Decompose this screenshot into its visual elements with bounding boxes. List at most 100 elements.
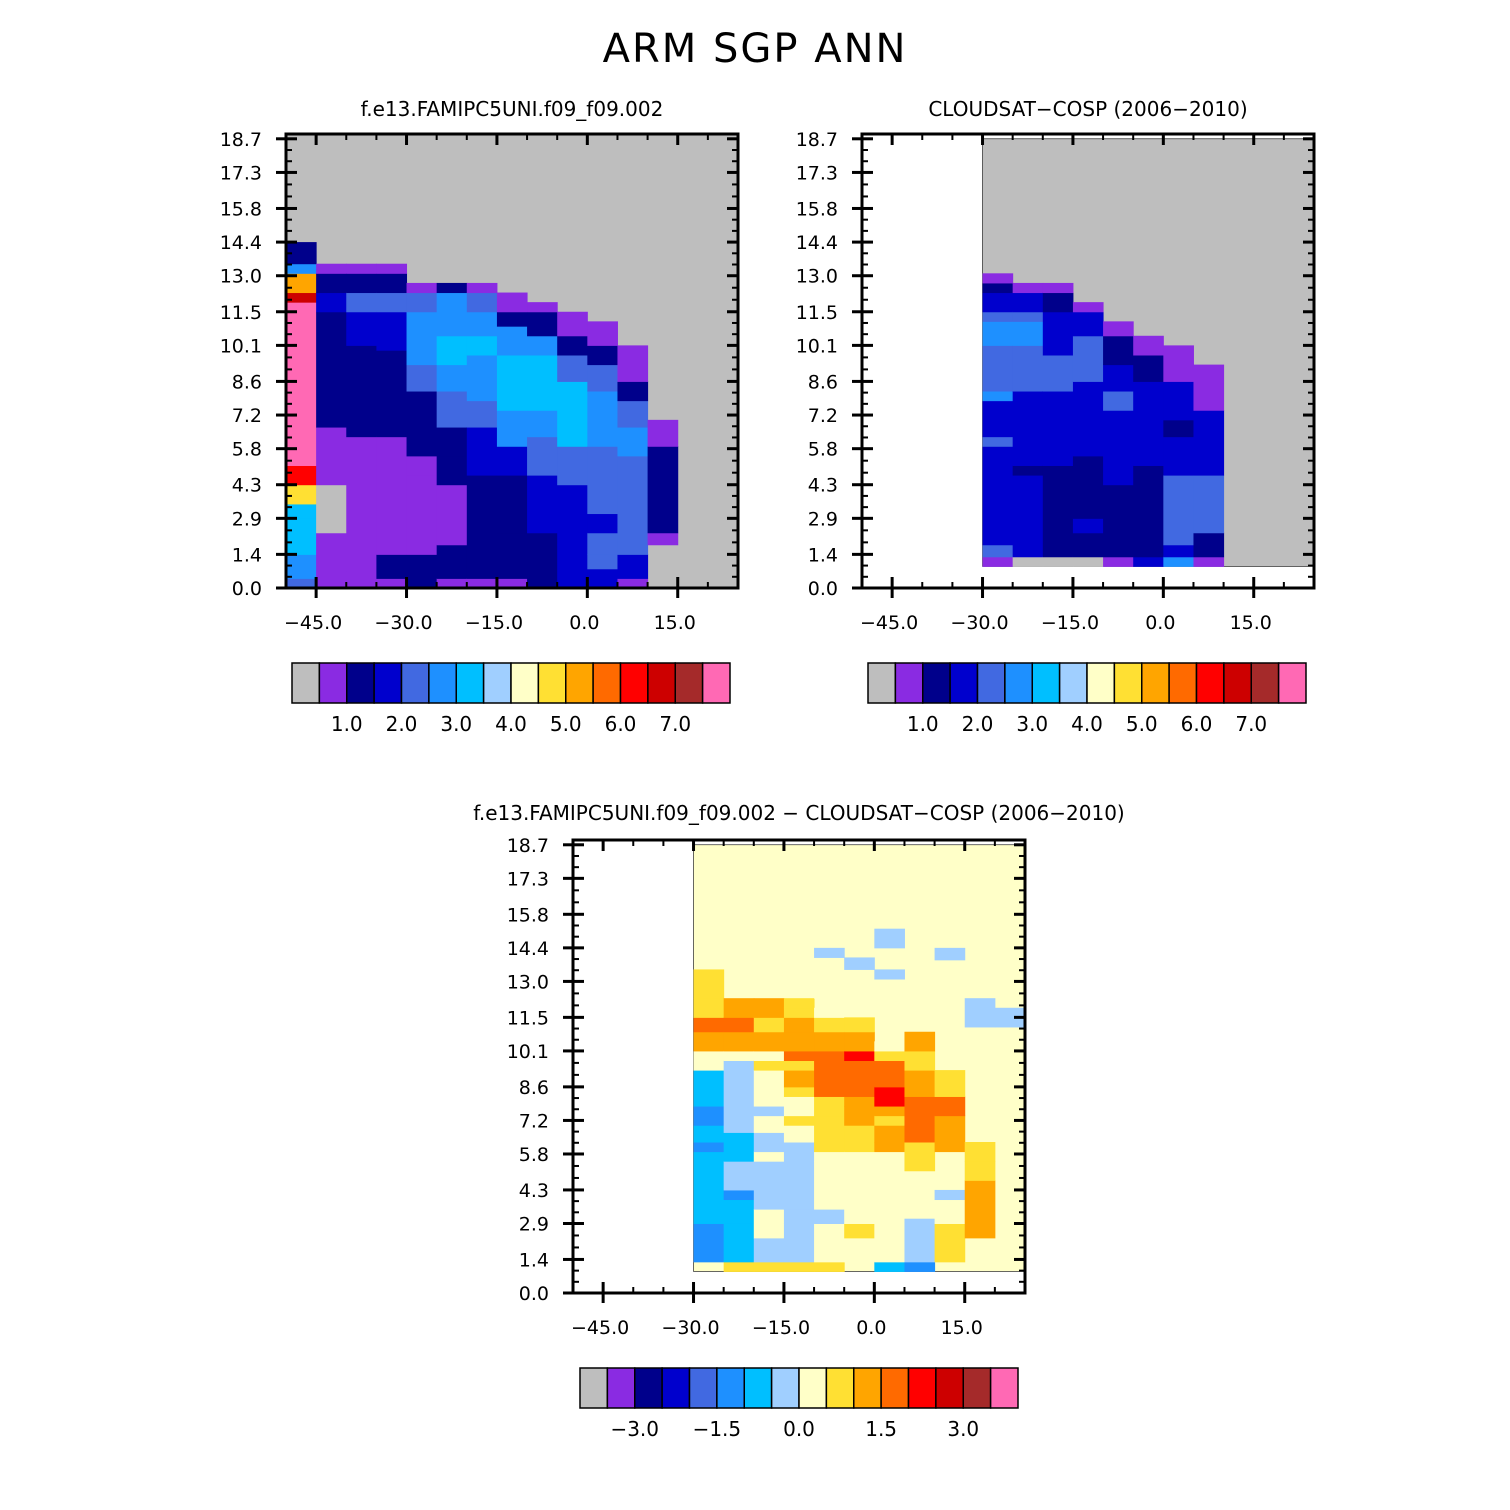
- heatmap-cell: [406, 455, 438, 476]
- heatmap-cell: [316, 484, 347, 534]
- heatmap-cell: [964, 998, 996, 1028]
- heatmap-cell: [557, 484, 588, 546]
- heatmap-cell: [844, 1237, 875, 1263]
- x-tick-label: −15.0: [1041, 612, 1099, 634]
- x-tick-label: 15.0: [941, 1317, 983, 1339]
- heatmap-cell: [376, 292, 408, 313]
- x-tick-label: −30.0: [950, 612, 1008, 634]
- heatmap-cell: [783, 1125, 815, 1143]
- y-tick-label: 18.7: [796, 129, 838, 151]
- y-tick-label: 13.0: [220, 266, 262, 288]
- heatmap-cell: [1193, 556, 1225, 567]
- y-tick-label: 1.4: [808, 544, 838, 566]
- heatmap-cell: [874, 1060, 905, 1088]
- heatmap-cell: [753, 1106, 785, 1117]
- heatmap-cell: [783, 1060, 815, 1071]
- heatmap-cell: [1012, 475, 1044, 558]
- heatmap-cell: [406, 475, 438, 555]
- heatmap-cell: [1042, 354, 1074, 392]
- heatmap-cell: [1042, 556, 1074, 567]
- colorbar-swatch: [619, 662, 649, 704]
- x-tick-label: 0.0: [569, 612, 599, 634]
- colorbar-label: 6.0: [1181, 712, 1213, 736]
- y-tick-label: 0.0: [808, 578, 838, 600]
- colorbar-swatch: [565, 662, 594, 704]
- heatmap-cell: [814, 1161, 845, 1210]
- heatmap-cell: [1163, 475, 1194, 546]
- colorbar-label: −1.5: [693, 1417, 742, 1441]
- heatmap-cell: [557, 354, 588, 382]
- heatmap-cell: [1163, 544, 1194, 558]
- heatmap-cell: [844, 1223, 875, 1239]
- y-tick-label: 14.4: [796, 232, 838, 254]
- x-tick-label: 0.0: [1145, 612, 1175, 634]
- y-tick-label: 7.2: [808, 405, 838, 427]
- heatmap-cell: [934, 1189, 966, 1201]
- y-tick-label: 11.5: [796, 302, 838, 324]
- panel-title: CLOUDSAT−COSP (2006−2010): [928, 97, 1247, 121]
- heatmap-cell: [527, 354, 558, 411]
- colorbar-label: 7.0: [659, 712, 691, 736]
- heatmap-cell: [436, 391, 468, 428]
- heatmap-cell: [904, 1031, 936, 1052]
- heatmap-cell: [436, 292, 468, 337]
- y-tick-label: 0.0: [519, 1283, 549, 1305]
- plot-frame: [571, 838, 1027, 1295]
- heatmap-cell: [316, 263, 347, 274]
- colorbar-swatch: [579, 1367, 609, 1409]
- heatmap-cell: [1133, 335, 1164, 356]
- heatmap-cell: [1072, 455, 1104, 519]
- y-tick-label: 15.8: [507, 904, 549, 926]
- colorbar-swatch: [688, 1367, 718, 1409]
- heatmap-cell: [874, 1261, 905, 1272]
- heatmap-cell: [982, 273, 1014, 284]
- colorbar-swatch: [346, 662, 375, 704]
- heatmap-cell: [814, 1223, 845, 1263]
- heatmap-cell: [376, 554, 408, 579]
- y-tick-label: 13.0: [796, 266, 838, 288]
- heatmap-cell: [1103, 364, 1134, 392]
- heatmap-cell: [753, 998, 785, 1018]
- colorbar-swatch: [907, 1367, 937, 1409]
- heatmap-cell: [844, 957, 875, 970]
- colorbar-swatch: [743, 1367, 773, 1409]
- x-tick-label: −15.0: [465, 612, 523, 634]
- heatmap-cell: [814, 988, 845, 999]
- heatmap-cell: [874, 928, 905, 949]
- heatmap-cell: [934, 1199, 966, 1210]
- heatmap-cell: [982, 400, 1014, 438]
- heatmap-cell: [844, 1106, 875, 1126]
- heatmap-cell: [982, 446, 1014, 546]
- colorbar-swatch: [1195, 662, 1225, 704]
- heatmap-cell: [316, 427, 347, 486]
- heatmap-cell: [1042, 391, 1074, 466]
- heatmap-cell: [753, 1050, 785, 1062]
- heatmap-cell: [647, 446, 679, 534]
- heatmap-cell: [783, 1050, 815, 1062]
- heatmap-cell: [1042, 292, 1074, 313]
- heatmap-cell: [527, 335, 558, 356]
- y-tick-label: 4.3: [232, 475, 262, 497]
- heatmap-cell: [496, 292, 528, 313]
- heatmap-cell: [874, 1125, 905, 1143]
- heatmap-cell: [1193, 364, 1225, 411]
- colorbar-swatch: [1031, 662, 1061, 704]
- heatmap-cell: [1163, 556, 1194, 567]
- heatmap-cell: [753, 1209, 785, 1239]
- heatmap-cell: [964, 1180, 996, 1239]
- heatmap-cell: [982, 556, 1014, 567]
- chart-panel-3: 0.0 1.4 2.9 4.3 5.8 7.2 8.6 10.1 11.5 13.0 14.4 15.…: [473, 801, 1124, 1441]
- colorbar-swatch: [1058, 662, 1088, 704]
- heatmap-cell: [723, 1189, 755, 1201]
- colorbar-swatch: [922, 662, 951, 704]
- plot-frame: [284, 132, 740, 590]
- heatmap-cell: [376, 350, 408, 438]
- y-tick-label: 13.0: [507, 971, 549, 993]
- heatmap-cell: [814, 1096, 845, 1117]
- heatmap-cell: [964, 1142, 996, 1162]
- heatmap-cell: [617, 554, 649, 579]
- heatmap-cell: [496, 326, 528, 356]
- colorbar-swatch: [661, 1367, 691, 1409]
- colorbar-swatch: [976, 662, 1006, 704]
- colorbar-label: 1.0: [907, 712, 939, 736]
